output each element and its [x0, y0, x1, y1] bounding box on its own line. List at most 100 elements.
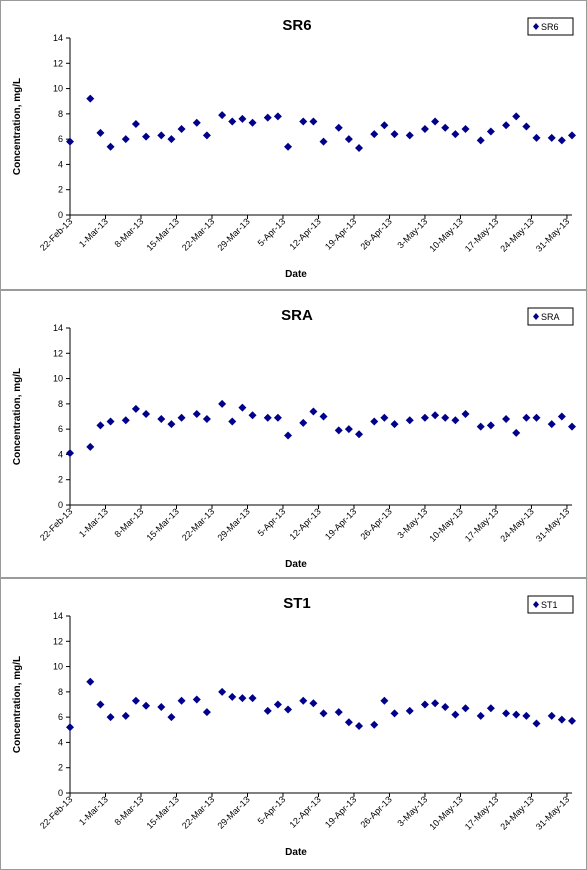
data-point	[441, 703, 450, 712]
data-point	[177, 696, 186, 705]
x-tick-label: 29-Mar-13	[215, 794, 251, 830]
x-tick-label: 26-Apr-13	[358, 216, 393, 251]
data-point	[106, 417, 115, 426]
data-point	[273, 413, 282, 422]
data-point	[512, 710, 521, 719]
x-tick-label: 26-Apr-13	[358, 794, 393, 829]
data-point	[420, 700, 429, 709]
y-tick-label: 4	[58, 159, 63, 169]
data-point	[319, 137, 328, 146]
data-point	[557, 136, 566, 145]
data-point	[167, 420, 176, 429]
legend-box	[527, 17, 574, 36]
data-point	[263, 113, 272, 122]
x-tick-label: 10-May-13	[427, 506, 464, 543]
data-point	[522, 413, 531, 422]
data-point	[202, 415, 211, 424]
x-tick-label: 22-Mar-13	[180, 506, 216, 542]
y-tick-label: 14	[53, 33, 63, 43]
x-tick-label: 19-Apr-13	[323, 794, 358, 829]
data-point	[202, 131, 211, 140]
y-tick-label: 0	[58, 210, 63, 220]
chart-title: SRA	[281, 307, 313, 324]
data-point	[502, 121, 511, 130]
x-tick-label: 8-Mar-13	[113, 506, 146, 539]
y-tick-label: 12	[53, 636, 63, 646]
x-tick-label: 22-Feb-13	[38, 506, 74, 542]
data-point	[121, 135, 130, 144]
x-tick-label: 12-Apr-13	[288, 216, 323, 251]
legend-label: ST1	[541, 600, 558, 610]
data-point	[284, 705, 293, 714]
data-point	[334, 708, 343, 717]
data-point	[177, 125, 186, 134]
data-point	[192, 695, 201, 704]
data-point	[86, 94, 95, 103]
legend-marker	[533, 313, 539, 320]
y-tick-label: 14	[53, 323, 63, 333]
data-point	[106, 142, 115, 151]
data-point	[532, 413, 541, 422]
data-point	[86, 442, 95, 451]
x-tick-label: 22-Feb-13	[38, 216, 74, 252]
data-point	[486, 704, 495, 713]
data-point	[486, 127, 495, 136]
x-tick-label: 12-Apr-13	[288, 794, 323, 829]
data-point	[96, 128, 105, 137]
data-point	[218, 399, 227, 408]
data-point	[96, 421, 105, 430]
data-point	[131, 404, 140, 413]
data-point	[390, 709, 399, 718]
y-tick-label: 2	[58, 475, 63, 485]
x-tick-label: 15-Mar-13	[144, 506, 180, 542]
data-point	[157, 131, 166, 140]
x-tick-label: 31-May-13	[534, 216, 571, 253]
data-point	[202, 708, 211, 717]
data-point	[405, 131, 414, 140]
data-point	[177, 413, 186, 422]
x-tick-label: 29-Mar-13	[215, 216, 251, 252]
x-tick-label: 29-Mar-13	[215, 506, 251, 542]
legend: SRA	[527, 307, 574, 326]
data-point	[238, 694, 247, 703]
chart-title: ST1	[283, 595, 311, 612]
data-point	[167, 713, 176, 722]
y-tick-label: 6	[58, 424, 63, 434]
data-point	[380, 121, 389, 130]
data-point	[557, 412, 566, 421]
x-tick-label: 22-Feb-13	[38, 794, 74, 830]
data-point	[420, 413, 429, 422]
y-axis-label: Concentration, mg/L	[12, 656, 23, 753]
y-axis-label: Concentration, mg/L	[12, 368, 23, 465]
chart-panel-st1: ST1 0 2 4 6 8 10 12 14 22-Feb-13 1-Mar-13 8-Mar-13 1…	[0, 578, 587, 870]
x-tick-label: 5-Apr-13	[256, 506, 288, 538]
data-point	[299, 696, 308, 705]
data-point	[142, 701, 151, 710]
data-point	[248, 694, 257, 703]
data-point	[344, 425, 353, 434]
data-point	[142, 409, 151, 418]
y-tick-label: 10	[53, 374, 63, 384]
y-tick-label: 8	[58, 399, 63, 409]
data-point	[380, 696, 389, 705]
data-point	[344, 718, 353, 727]
y-tick-label: 2	[58, 185, 63, 195]
y-tick-label: 10	[53, 84, 63, 94]
x-tick-label: 22-Mar-13	[180, 794, 216, 830]
data-point	[390, 130, 399, 139]
data-point	[355, 430, 364, 439]
x-tick-label: 12-Apr-13	[288, 506, 323, 541]
data-point	[66, 449, 74, 458]
chart-panel-sr6: SR6 0 2 4 6 8 10 12 14 22-Feb-13 1-Mar-13 8-Mar-13 1…	[0, 0, 587, 290]
y-tick-label: 8	[58, 687, 63, 697]
data-point	[344, 135, 353, 144]
data-point	[284, 142, 293, 151]
x-axis-label: Date	[285, 269, 307, 280]
x-tick-label: 22-Mar-13	[180, 216, 216, 252]
x-tick-label: 24-May-13	[498, 794, 535, 831]
x-tick-label: 10-May-13	[427, 794, 464, 831]
data-point	[309, 117, 318, 126]
data-point	[66, 723, 74, 732]
data-point	[355, 143, 364, 152]
